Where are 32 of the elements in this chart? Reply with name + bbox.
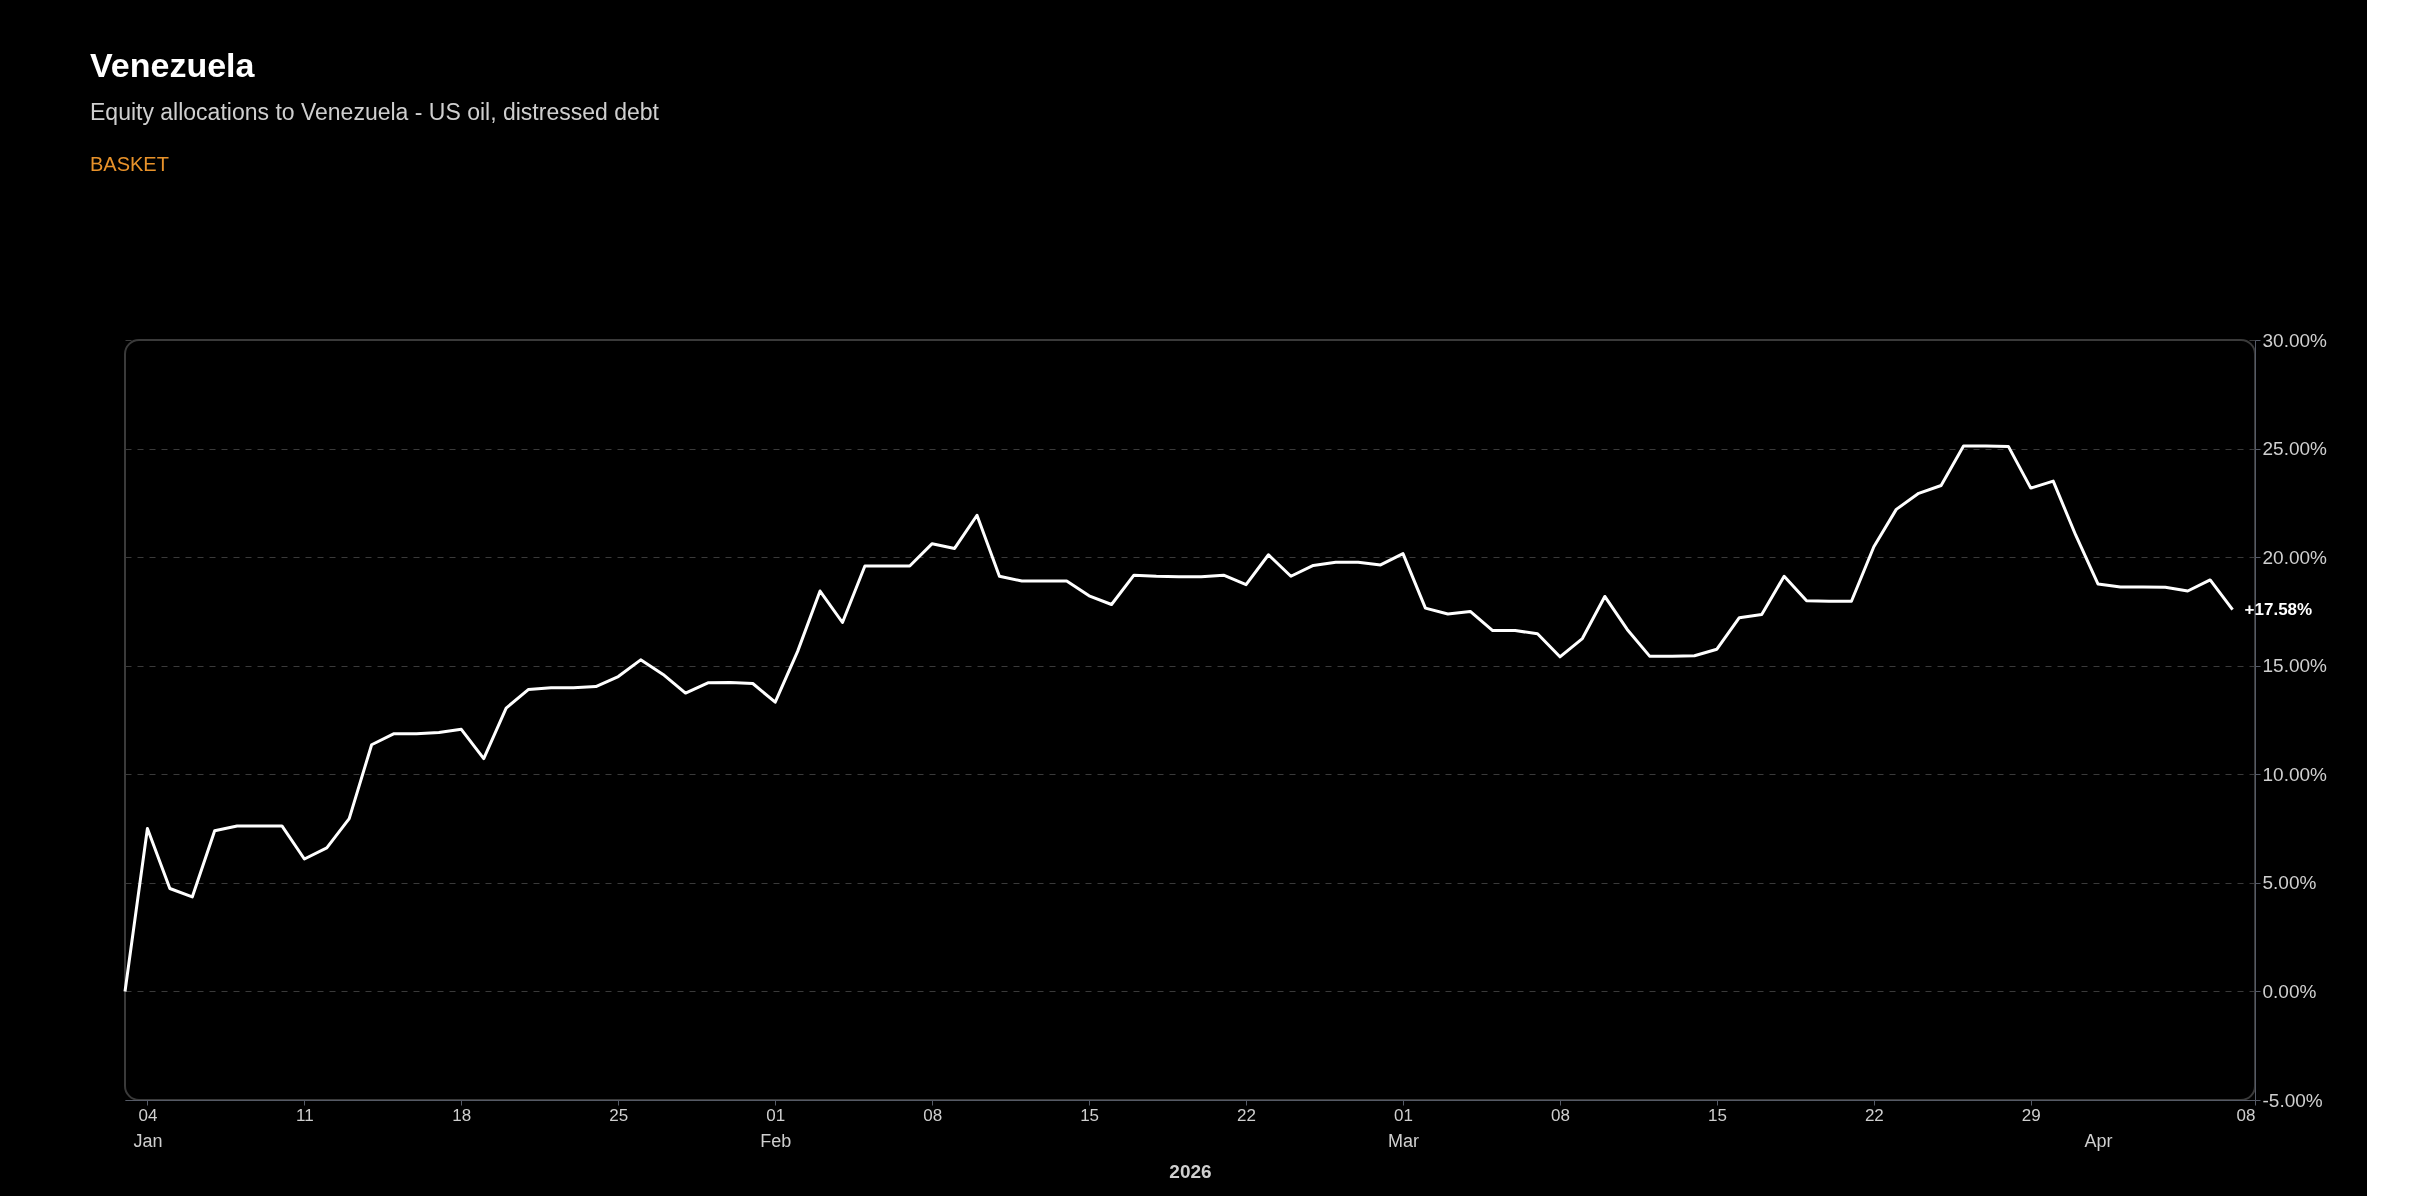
- x2-tick-label: Apr: [2084, 1130, 2113, 1151]
- chart-subtitle: Equity allocations to Venezuela - US oil, distressed debt: [90, 99, 660, 125]
- y-tick-label: 15.00%: [2262, 655, 2328, 677]
- y-tick-label: 5.00%: [2262, 872, 2317, 894]
- line-series: [123, 444, 2235, 993]
- x2-tick-label: Feb: [760, 1130, 792, 1151]
- x-tick-label: 08: [1550, 1105, 1570, 1125]
- y-tick-label: -5.00%: [2262, 1089, 2323, 1111]
- y-tick-label: 10.00%: [2262, 763, 2328, 785]
- x-tick-label: 22: [1864, 1105, 1884, 1125]
- x-tick-label: 15: [1080, 1105, 1100, 1125]
- x-tick-label: 04: [138, 1105, 158, 1125]
- x-tick-label: 29: [2021, 1105, 2041, 1125]
- y-tick-label: 25.00%: [2262, 438, 2328, 460]
- y-tick-label: 0.00%: [2262, 980, 2317, 1002]
- x-tick-label: 18: [452, 1105, 472, 1125]
- chart-title: Venezuela: [90, 46, 256, 84]
- y-tick-label: 30.00%: [2262, 329, 2328, 351]
- x-tick-label: 25: [609, 1105, 629, 1125]
- x-tick-label: 08: [923, 1105, 943, 1125]
- annotation: +17.58%: [2244, 599, 2313, 619]
- x-tick-label: 01: [766, 1105, 786, 1125]
- x-axis-title: 2026: [1169, 1160, 1212, 1182]
- x-tick-label: 08: [2236, 1105, 2256, 1125]
- x-tick-label: 01: [1394, 1105, 1413, 1125]
- x-tick-label: 11: [296, 1105, 314, 1125]
- y-tick-label: 20.00%: [2262, 546, 2328, 568]
- x2-tick-label: Mar: [1388, 1130, 1419, 1151]
- x2-tick-label: Jan: [133, 1130, 163, 1151]
- x-tick-label: 15: [1707, 1105, 1727, 1125]
- x-tick-label: 22: [1237, 1105, 1257, 1125]
- text: BASKET: [90, 153, 169, 175]
